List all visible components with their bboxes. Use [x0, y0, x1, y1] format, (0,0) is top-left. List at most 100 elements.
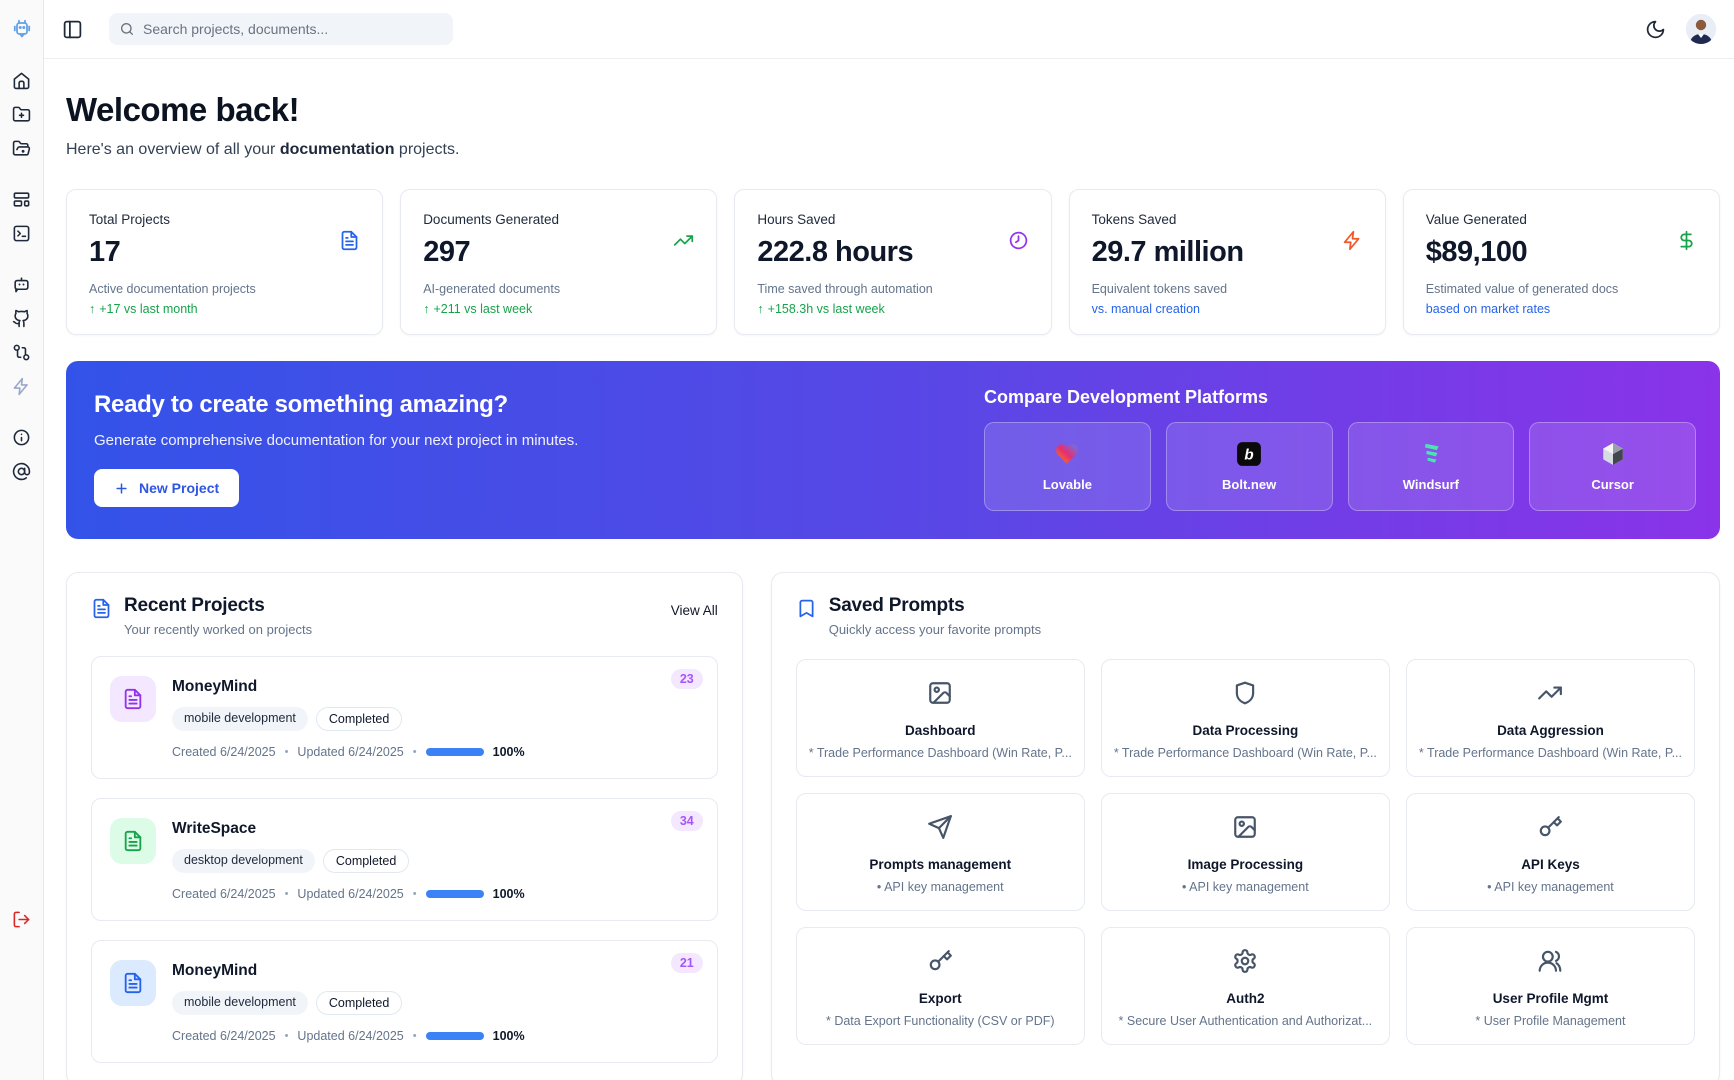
robot-logo-icon [13, 19, 30, 37]
sidebar-item-github[interactable] [9, 305, 35, 331]
project-body: MoneyMind mobile development Completed C… [172, 960, 699, 1043]
sidebar-item-projects[interactable] [9, 135, 35, 161]
search-input[interactable] [143, 21, 443, 37]
moon-icon [1646, 20, 1665, 38]
key-icon [929, 950, 953, 971]
prompt-card-auth2[interactable]: Auth2 * Secure User Authentication and A… [1100, 927, 1390, 1045]
up-arrow-icon: ↑ [423, 302, 430, 316]
folder-plus-icon [12, 106, 31, 122]
image-icon [929, 682, 952, 704]
sidebar-item-home[interactable] [9, 67, 35, 93]
sidebar-item-info[interactable] [9, 424, 35, 450]
prompt-name: User Profile Mgmt [1492, 991, 1609, 1006]
stat-description: Estimated value of generated docs [1425, 282, 1619, 296]
banner-title: Ready to create something amazing? [94, 391, 508, 418]
sidebar-item-ai-chat[interactable] [9, 271, 35, 297]
file-text-icon [124, 688, 142, 710]
stat-delta-text: +17 vs last month [99, 302, 198, 316]
prompt-card-prompts-management[interactable]: Prompts management • API key management [795, 793, 1085, 911]
project-row-moneymind-2[interactable]: MoneyMind mobile development Completed C… [91, 940, 718, 1063]
platform-card-windsurf[interactable]: Windsurf [1347, 422, 1515, 511]
user-avatar[interactable] [1686, 14, 1716, 44]
dollar-icon [1680, 230, 1693, 251]
prompt-card-image-processing[interactable]: Image Processing • API key management [1100, 793, 1390, 911]
project-status-badge: Completed [315, 707, 403, 731]
logout-button[interactable] [9, 906, 35, 932]
prompt-description: • API key management [876, 880, 1004, 894]
prompt-name: Prompts management [869, 857, 1012, 872]
sidebar-item-terminal[interactable] [9, 220, 35, 246]
prompt-card-user-profile-mgmt[interactable]: User Profile Mgmt * User Profile Managem… [1405, 927, 1695, 1045]
main-area: Welcome back! Here's an overview of all … [44, 0, 1734, 1080]
send-icon [928, 815, 953, 839]
prompt-card-export[interactable]: Export * Data Export Functionality (CSV … [795, 927, 1085, 1045]
sidebar-toggle-button[interactable] [58, 15, 87, 44]
prompt-card-dashboard[interactable]: Dashboard * Trade Performance Dashboard … [795, 659, 1085, 777]
stat-delta-text: +211 vs last week [433, 302, 533, 316]
saved-prompts-titles: Saved Prompts Quickly access your favori… [829, 595, 1041, 637]
progress-label: 100% [492, 745, 525, 759]
stat-title: Tokens Saved [1091, 212, 1177, 227]
stat-card-value-generated[interactable]: Value Generated $89,100 Estimated value … [1402, 189, 1720, 335]
prompt-card-api-keys[interactable]: API Keys • API key management [1405, 793, 1695, 911]
stat-value: 222.8 hours [757, 236, 914, 268]
stat-description: Active documentation projects [89, 282, 256, 296]
prompt-description: • API key management [1487, 880, 1614, 894]
bolt-icon: b [1237, 442, 1262, 466]
prompt-card-data-aggression[interactable]: Data Aggression * Trade Performance Dash… [1405, 659, 1695, 777]
progress-bar [425, 1032, 484, 1040]
app-logo[interactable] [0, 0, 43, 59]
recent-projects-header: Recent Projects Your recently worked on … [91, 595, 718, 637]
search-box[interactable] [109, 13, 453, 45]
progress-bar [425, 748, 484, 756]
platform-name: Windsurf [1402, 477, 1459, 492]
new-project-button[interactable]: New Project [94, 469, 240, 507]
sidebar-item-mentions[interactable] [9, 458, 35, 484]
platform-card-bolt[interactable]: b Bolt.new [1165, 422, 1333, 511]
sidebar-item-git-compare[interactable] [9, 339, 35, 365]
sidebar-item-new-project[interactable] [9, 101, 35, 127]
stat-delta: ↑ +211 vs last week [423, 302, 694, 316]
page-title: Welcome back! [66, 91, 300, 128]
prompt-description: * Data Export Functionality (CSV or PDF) [825, 1014, 1055, 1028]
prompt-name: Data Aggression [1497, 723, 1604, 738]
panel-left-icon [63, 20, 82, 38]
dashboard-content: Welcome back! Here's an overview of all … [44, 59, 1734, 1080]
project-row-moneymind-1[interactable]: MoneyMind mobile development Completed C… [91, 656, 718, 779]
topbar-right [1641, 14, 1716, 44]
platforms-title: Compare Development Platforms [984, 387, 1269, 407]
stat-description: AI-generated documents [423, 282, 561, 296]
subtitle-suffix: projects. [394, 141, 460, 158]
platform-card-lovable[interactable]: Lovable [984, 422, 1151, 511]
stat-card-total-projects[interactable]: Total Projects 17 Active documentation p… [66, 189, 384, 335]
stat-link[interactable]: based on market rates [1425, 302, 1551, 316]
stat-link[interactable]: vs. manual creation [1091, 302, 1200, 316]
view-all-button[interactable]: View All [670, 603, 718, 618]
stat-card-tokens-saved[interactable]: Tokens Saved 29.7 million Equivalent tok… [1068, 189, 1386, 335]
file-text-icon [341, 230, 358, 251]
sidebar-item-templates[interactable] [9, 186, 35, 212]
project-category-tag: mobile development [172, 991, 308, 1015]
key-icon [1540, 816, 1563, 837]
project-category-tag: mobile development [172, 707, 308, 731]
topbar [44, 0, 1734, 59]
platform-card-cursor[interactable]: Cursor [1529, 422, 1696, 511]
prompt-name: API Keys [1521, 857, 1580, 872]
platform-name: Lovable [1042, 477, 1092, 492]
project-row-writespace[interactable]: WriteSpace desktop development Completed… [91, 798, 718, 921]
sidebar-item-zap[interactable] [9, 373, 35, 399]
prompt-name: Auth2 [1226, 991, 1265, 1006]
dark-mode-toggle[interactable] [1641, 15, 1670, 44]
prompt-name: Data Processing [1192, 723, 1299, 738]
prompt-card-data-processing[interactable]: Data Processing * Trade Performance Dash… [1100, 659, 1390, 777]
platforms-section: Compare Development Platforms Lovable b … [984, 361, 1720, 539]
info-icon [13, 429, 30, 445]
folder-open-icon [12, 140, 31, 156]
dot-separator: • [284, 888, 289, 900]
users-icon [1539, 950, 1562, 972]
stat-card-hours-saved[interactable]: Hours Saved 222.8 hours Time saved throu… [734, 189, 1052, 335]
stat-card-documents-generated[interactable]: Documents Generated 297 AI-generated doc… [400, 189, 718, 335]
prompt-description: * Trade Performance Dashboard (Win Rate,… [808, 746, 1072, 760]
layout-panels-icon [13, 191, 30, 207]
